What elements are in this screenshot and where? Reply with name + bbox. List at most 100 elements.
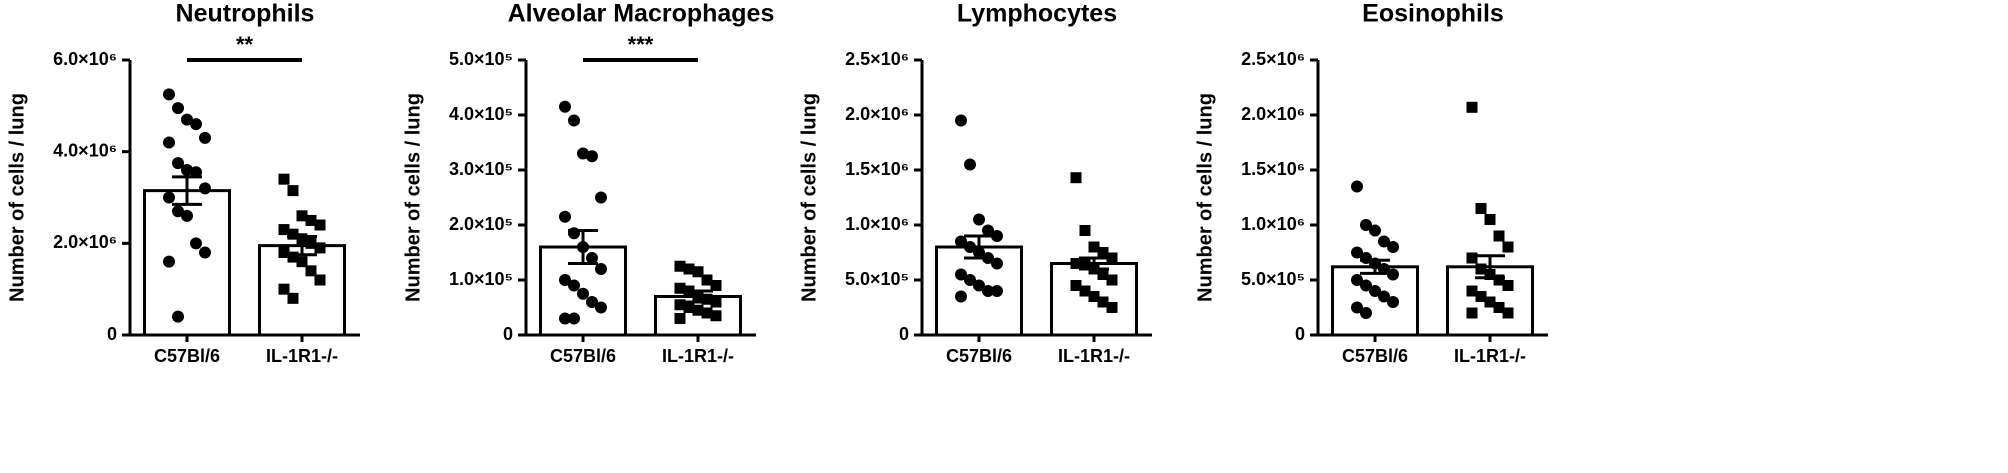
data-point [163,255,175,268]
data-point [1070,258,1082,269]
x-tick-label: IL-1R1-/- [1454,346,1526,366]
y-tick-label: 2.0×10⁶ [1241,104,1305,124]
data-point [172,157,184,170]
y-axis-label: Number of cells / lung [402,93,424,302]
data-point [296,256,308,268]
data-point [559,312,571,325]
data-point [1106,274,1118,286]
data-point [1360,219,1372,231]
y-tick-label: 6.0×10⁶ [53,49,117,69]
y-tick-label: 0 [1295,324,1305,344]
data-point [964,241,976,253]
data-point [1070,280,1082,291]
data-point [577,287,589,300]
data-point [701,274,713,286]
data-point [1360,307,1372,319]
data-point [1493,274,1505,286]
data-point [287,228,299,240]
data-point [287,185,299,197]
data-point [1387,296,1399,308]
data-point [1079,225,1091,236]
chart-title: Lymphocytes [957,0,1117,28]
chart-title: Alveolar Macrophages [508,0,775,28]
data-point [1088,241,1100,253]
data-point [586,296,598,308]
data-point [674,313,686,324]
data-point [1502,280,1514,291]
data-point [172,310,184,323]
x-tick-label: C57Bl/6 [154,346,220,366]
data-point [559,100,571,113]
data-point [1466,101,1478,113]
data-point [305,265,317,277]
data-point [692,304,704,316]
data-point [586,150,598,163]
data-point [955,235,967,248]
data-point [1484,296,1496,308]
data-point [683,302,695,313]
data-point [163,88,175,101]
chart-title: Neutrophils [176,0,315,28]
data-point [1387,268,1399,281]
data-point [1387,241,1399,253]
data-point [1079,285,1091,297]
data-point [1360,279,1372,292]
data-point [674,299,686,311]
x-tick-label: IL-1R1-/- [266,346,338,366]
error-bar [568,229,598,265]
y-tick-label: 4.0×10⁶ [53,140,117,160]
data-point [1378,290,1390,303]
data-point [163,191,175,204]
data-point [710,310,722,322]
y-tick-label: 5.0×10⁵ [845,269,909,289]
data-point [172,205,184,218]
y-axis-label: Number of cells / lung [1194,93,1216,302]
data-point [296,210,308,222]
data-point [1475,291,1487,302]
data-point [692,266,704,278]
data-point [190,237,202,250]
data-point [305,237,317,249]
data-point [568,279,580,292]
y-axis-label: Number of cells / lung [6,93,28,302]
error-bar [964,234,994,260]
data-point [1351,274,1363,286]
y-tick-label: 5.0×10⁵ [449,49,513,69]
significance-label: ** [236,32,254,57]
error-bar [1475,254,1505,280]
data-point [199,182,211,195]
data-point [991,230,1003,242]
data-point [973,213,985,226]
chart-title: Eosinophils [1362,0,1504,28]
data-point [1351,246,1363,259]
data-point [287,251,299,263]
data-point [595,301,607,314]
data-point [163,136,175,149]
y-tick-label: 2.0×10⁵ [449,214,513,234]
data-point [955,268,967,281]
error-bar [287,234,317,257]
data-point [1369,285,1381,297]
data-point [710,296,722,308]
data-point [314,242,326,254]
data-point [683,263,695,275]
y-tick-label: 3.0×10⁵ [449,159,513,179]
data-point [181,164,193,176]
data-point [1351,180,1363,193]
data-point [1351,301,1363,314]
data-point [674,282,686,294]
y-tick-label: 2.0×10⁶ [53,232,117,252]
data-point [278,247,290,258]
data-point [982,285,994,297]
data-point [991,257,1003,270]
x-tick-label: IL-1R1-/- [662,346,734,366]
data-point [181,209,193,222]
data-point [278,283,290,295]
y-tick-label: 0 [899,324,909,344]
data-point [1502,307,1514,319]
data-point [1466,252,1478,264]
data-point [1097,296,1109,308]
data-point [278,173,290,185]
data-point [172,102,184,115]
